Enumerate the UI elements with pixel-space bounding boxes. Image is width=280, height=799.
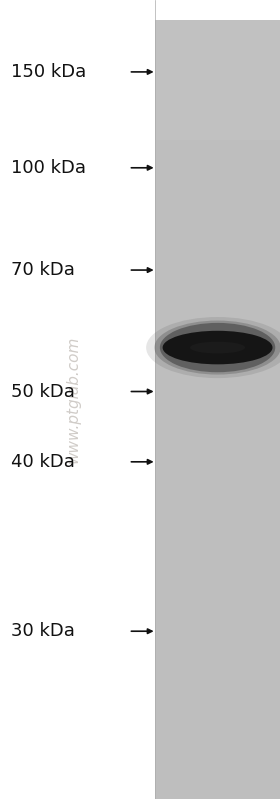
Ellipse shape (160, 323, 275, 372)
Bar (155, 20, 280, 799)
Ellipse shape (146, 317, 280, 378)
Bar (0, 0, 155, 799)
Text: 100 kDa: 100 kDa (11, 159, 86, 177)
Ellipse shape (190, 342, 245, 353)
Text: 50 kDa: 50 kDa (11, 383, 75, 400)
Ellipse shape (154, 320, 280, 375)
Text: 40 kDa: 40 kDa (11, 453, 75, 471)
Text: 150 kDa: 150 kDa (11, 63, 87, 81)
Text: www.ptglab.com: www.ptglab.com (66, 336, 80, 463)
Text: 70 kDa: 70 kDa (11, 261, 75, 279)
Text: 30 kDa: 30 kDa (11, 622, 75, 640)
Ellipse shape (163, 331, 272, 364)
Bar (155, 20, 280, 140)
